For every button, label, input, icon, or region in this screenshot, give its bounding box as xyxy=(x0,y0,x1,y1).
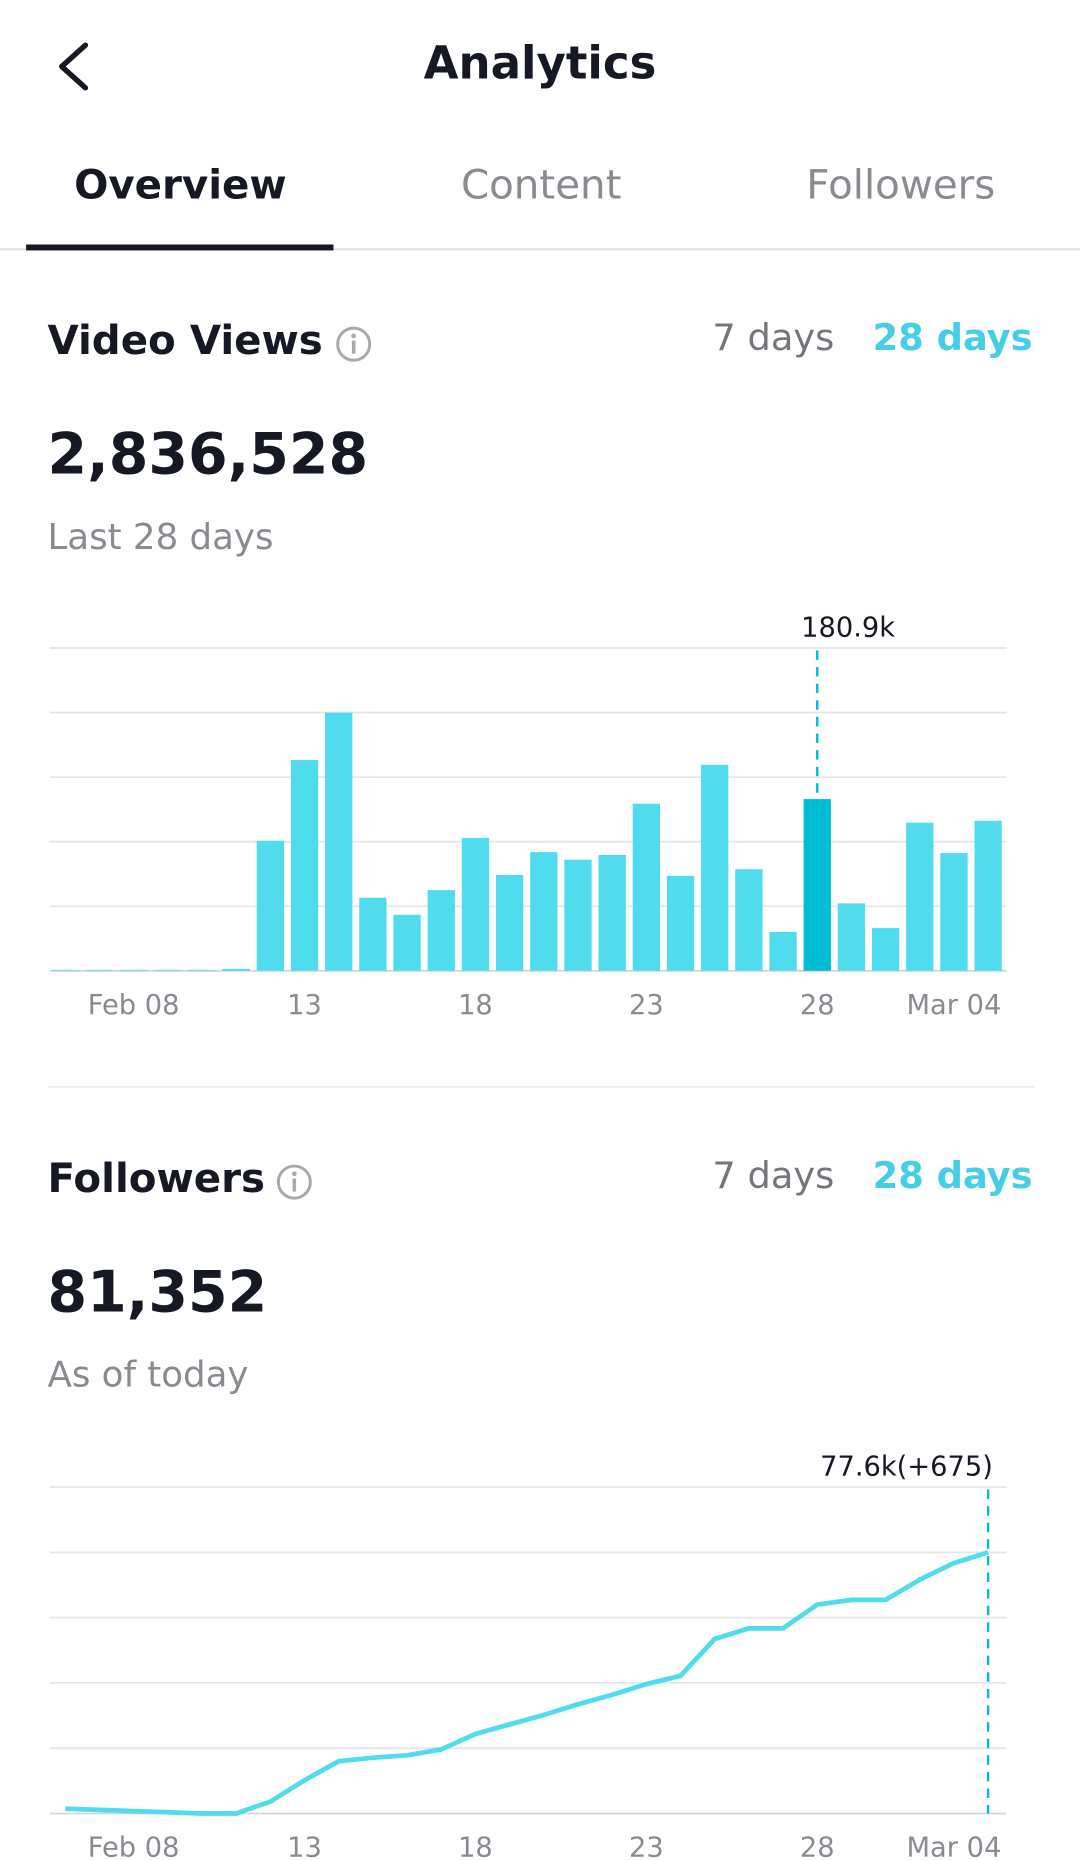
total-value: 2,836,528 xyxy=(47,422,368,488)
bar xyxy=(119,970,148,971)
x-tick-label: Feb 08 xyxy=(88,1833,180,1860)
period-option[interactable]: 28 days xyxy=(873,1154,1033,1197)
section-title: Followers xyxy=(47,1155,265,1202)
bar xyxy=(769,931,797,971)
bar xyxy=(906,822,934,971)
x-tick-label: 18 xyxy=(458,990,493,1021)
bar xyxy=(564,859,592,971)
x-tick-label: 23 xyxy=(629,1833,664,1860)
value-label: 180.9k xyxy=(801,613,895,644)
bar xyxy=(290,760,319,971)
line xyxy=(65,1550,989,1816)
bar xyxy=(701,764,729,971)
x-tick-label: 23 xyxy=(629,990,664,1021)
bar xyxy=(188,970,216,971)
bar xyxy=(735,869,763,971)
info-icon[interactable] xyxy=(276,1164,312,1200)
value-label: 77.6k(+675) xyxy=(820,1452,993,1483)
x-tick-label: 28 xyxy=(800,1833,835,1860)
bar xyxy=(393,914,421,971)
bar xyxy=(256,840,285,971)
bar xyxy=(598,854,626,971)
bar xyxy=(222,968,250,971)
page-title: Analytics xyxy=(424,36,657,89)
bar xyxy=(837,903,866,971)
period-option[interactable]: 28 days xyxy=(873,316,1033,359)
bar xyxy=(85,970,114,971)
bar xyxy=(461,837,490,971)
info-icon[interactable] xyxy=(336,326,372,362)
bar xyxy=(666,875,695,971)
tab[interactable]: Overview xyxy=(74,162,287,209)
x-tick-label: 13 xyxy=(287,990,322,1021)
x-tick-label: Mar 04 xyxy=(907,990,1002,1021)
bar xyxy=(495,874,524,971)
bar xyxy=(530,852,558,971)
section-divider xyxy=(47,1085,1035,1088)
tab-divider xyxy=(0,248,1080,251)
section-title: Video Views xyxy=(47,317,322,364)
bar xyxy=(427,890,455,971)
bar xyxy=(871,928,900,971)
bar xyxy=(154,970,182,971)
bar xyxy=(359,897,387,971)
bar xyxy=(325,712,353,971)
period-option[interactable]: 7 days xyxy=(712,316,834,359)
bar xyxy=(632,803,660,971)
tab[interactable]: Content xyxy=(461,162,621,209)
tab-indicator xyxy=(26,244,334,251)
tab[interactable]: Followers xyxy=(806,162,995,209)
total-value: 81,352 xyxy=(47,1260,267,1326)
x-tick-label: 13 xyxy=(287,1833,322,1860)
x-tick-label: Feb 08 xyxy=(88,990,180,1021)
period-option[interactable]: 7 days xyxy=(712,1154,834,1197)
bar xyxy=(940,853,968,971)
caption: As of today xyxy=(47,1355,248,1396)
x-tick-label: 18 xyxy=(458,1833,493,1860)
bar xyxy=(51,970,79,971)
x-tick-label: Mar 04 xyxy=(907,1833,1002,1860)
back-button[interactable] xyxy=(59,42,89,91)
x-tick-label: 28 xyxy=(800,990,835,1021)
bar xyxy=(803,799,831,971)
caption: Last 28 days xyxy=(47,517,273,558)
bar xyxy=(974,820,1002,971)
